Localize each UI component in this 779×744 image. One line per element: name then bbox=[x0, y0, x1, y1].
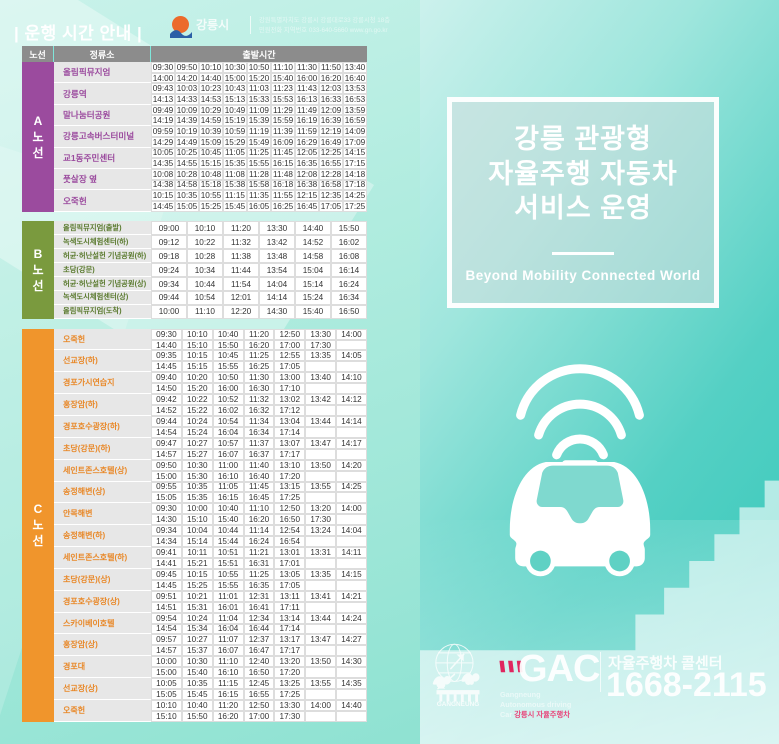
svg-text:GANGNEUNG: GANGNEUNG bbox=[437, 701, 480, 708]
